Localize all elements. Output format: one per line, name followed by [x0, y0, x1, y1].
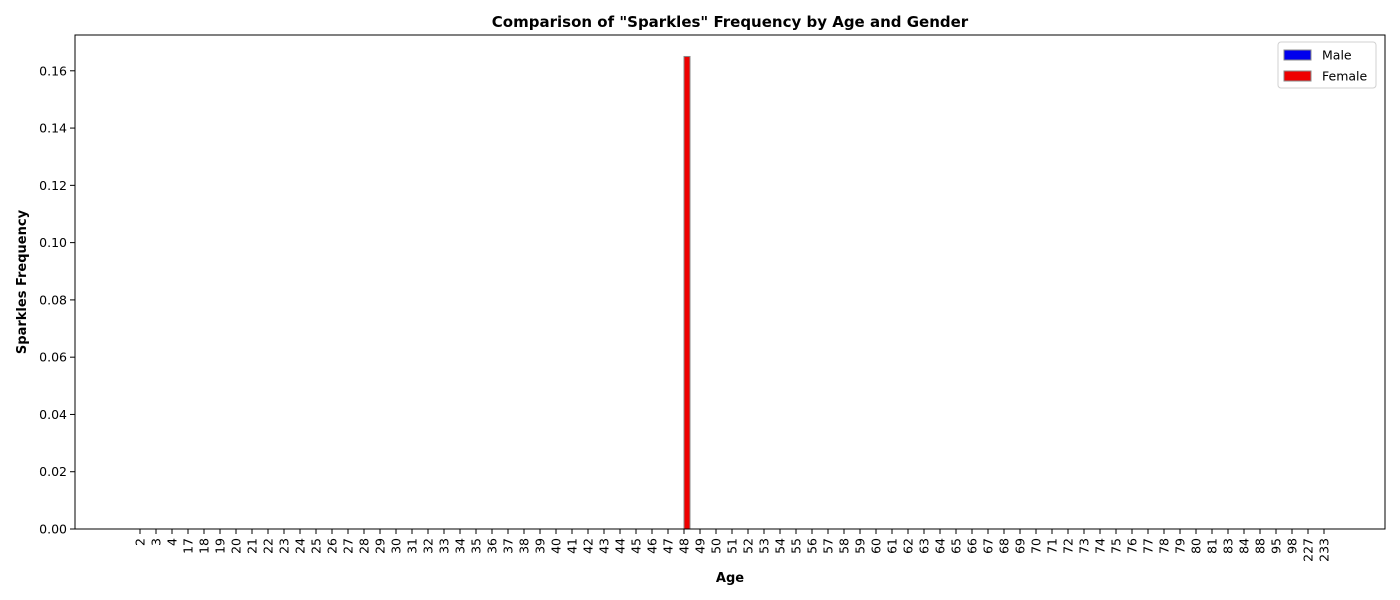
x-tick-label: 27	[341, 538, 356, 554]
x-tick-label: 39	[533, 538, 548, 554]
y-axis-label: Sparkles Frequency	[15, 209, 30, 354]
x-tick-label: 29	[373, 538, 388, 554]
x-tick-label: 63	[917, 538, 932, 554]
x-tick-label: 80	[1189, 538, 1204, 554]
x-tick-label: 79	[1173, 538, 1188, 554]
y-tick-label: 0.06	[39, 350, 67, 365]
x-tick-label: 81	[1205, 538, 1220, 554]
x-tick-label: 88	[1253, 538, 1268, 554]
x-tick-label: 2	[133, 538, 148, 546]
x-tick-label: 37	[501, 538, 516, 554]
x-tick-label: 53	[757, 538, 772, 554]
x-tick-label: 73	[1077, 538, 1092, 554]
x-tick-label: 50	[709, 538, 724, 554]
x-tick-label: 4	[165, 538, 180, 546]
x-tick-label: 23	[277, 538, 292, 554]
x-tick-label: 56	[805, 538, 820, 554]
x-tick-label: 68	[997, 538, 1012, 554]
x-tick-label: 84	[1237, 538, 1252, 554]
x-tick-label: 64	[933, 538, 948, 554]
x-tick-label: 25	[309, 538, 324, 554]
x-tick-label: 34	[453, 538, 468, 554]
x-tick-label: 45	[629, 538, 644, 554]
x-tick-label: 42	[581, 538, 596, 554]
x-tick-label: 83	[1221, 538, 1236, 554]
x-tick-label: 36	[485, 538, 500, 554]
x-tick-label: 31	[405, 538, 420, 554]
legend-swatch-female	[1283, 70, 1312, 82]
x-tick-label: 98	[1285, 538, 1300, 554]
x-tick-label: 47	[661, 538, 676, 554]
x-tick-label: 35	[469, 538, 484, 554]
x-tick-label: 38	[517, 538, 532, 554]
x-tick-label: 43	[597, 538, 612, 554]
x-tick-label: 55	[789, 538, 804, 554]
x-axis-label: Age	[716, 571, 744, 586]
x-tick-label: 28	[357, 538, 372, 554]
x-tick-label: 233	[1317, 538, 1332, 562]
x-tick-label: 67	[981, 538, 996, 554]
x-tick-label: 30	[389, 538, 404, 554]
x-tick-label: 54	[773, 538, 788, 554]
legend-label-male: Male	[1322, 48, 1352, 63]
chart-title: Comparison of "Sparkles" Frequency by Ag…	[492, 13, 969, 31]
x-tick-label: 41	[565, 538, 580, 554]
x-tick-label: 24	[293, 538, 308, 554]
x-tick-label: 57	[821, 538, 836, 554]
x-tick-label: 59	[853, 538, 868, 554]
legend-label-female: Female	[1322, 69, 1368, 84]
x-tick-label: 46	[645, 538, 660, 554]
x-tick-label: 48	[677, 538, 692, 554]
x-tick-label: 21	[245, 538, 260, 554]
x-tick-label: 40	[549, 538, 564, 554]
y-tick-label: 0.02	[39, 464, 67, 479]
x-tick-label: 19	[213, 538, 228, 554]
x-tick-label: 17	[181, 538, 196, 554]
bar-female-48	[683, 55, 691, 530]
x-tick-label: 69	[1013, 538, 1028, 554]
y-tick-label: 0.00	[39, 522, 67, 537]
x-tick-label: 51	[725, 538, 740, 554]
x-tick-label: 49	[693, 538, 708, 554]
legend-swatch-male	[1283, 49, 1312, 61]
x-tick-label: 44	[613, 538, 628, 554]
x-tick-label: 3	[149, 538, 164, 546]
x-tick-label: 60	[869, 538, 884, 554]
y-tick-label: 0.10	[39, 235, 67, 250]
x-tick-label: 32	[421, 538, 436, 554]
y-tick-label: 0.04	[39, 407, 67, 422]
y-tick-label: 0.12	[39, 178, 67, 193]
x-tick-label: 78	[1157, 538, 1172, 554]
x-tick-label: 61	[885, 538, 900, 554]
x-tick-label: 95	[1269, 538, 1284, 554]
x-tick-label: 77	[1141, 538, 1156, 554]
x-tick-label: 26	[325, 538, 340, 554]
x-tick-label: 227	[1301, 538, 1316, 562]
x-tick-label: 70	[1029, 538, 1044, 554]
x-tick-label: 66	[965, 538, 980, 554]
x-tick-label: 71	[1045, 538, 1060, 554]
x-tick-label: 52	[741, 538, 756, 554]
x-tick-label: 62	[901, 538, 916, 554]
x-tick-label: 20	[229, 538, 244, 554]
y-tick-label: 0.16	[39, 63, 67, 78]
legend: Male Female	[1277, 41, 1377, 89]
plot-frame	[74, 34, 1386, 530]
x-tick-label: 76	[1125, 538, 1140, 554]
x-tick-label: 33	[437, 538, 452, 554]
x-tick-label: 72	[1061, 538, 1076, 554]
y-tick-label: 0.08	[39, 292, 67, 307]
x-tick-label: 18	[197, 538, 212, 554]
x-tick-label: 74	[1093, 538, 1108, 554]
y-tick-label: 0.14	[39, 121, 67, 136]
x-tick-label: 65	[949, 538, 964, 554]
x-tick-label: 58	[837, 538, 852, 554]
x-tick-label: 22	[261, 538, 276, 554]
x-tick-label: 75	[1109, 538, 1124, 554]
